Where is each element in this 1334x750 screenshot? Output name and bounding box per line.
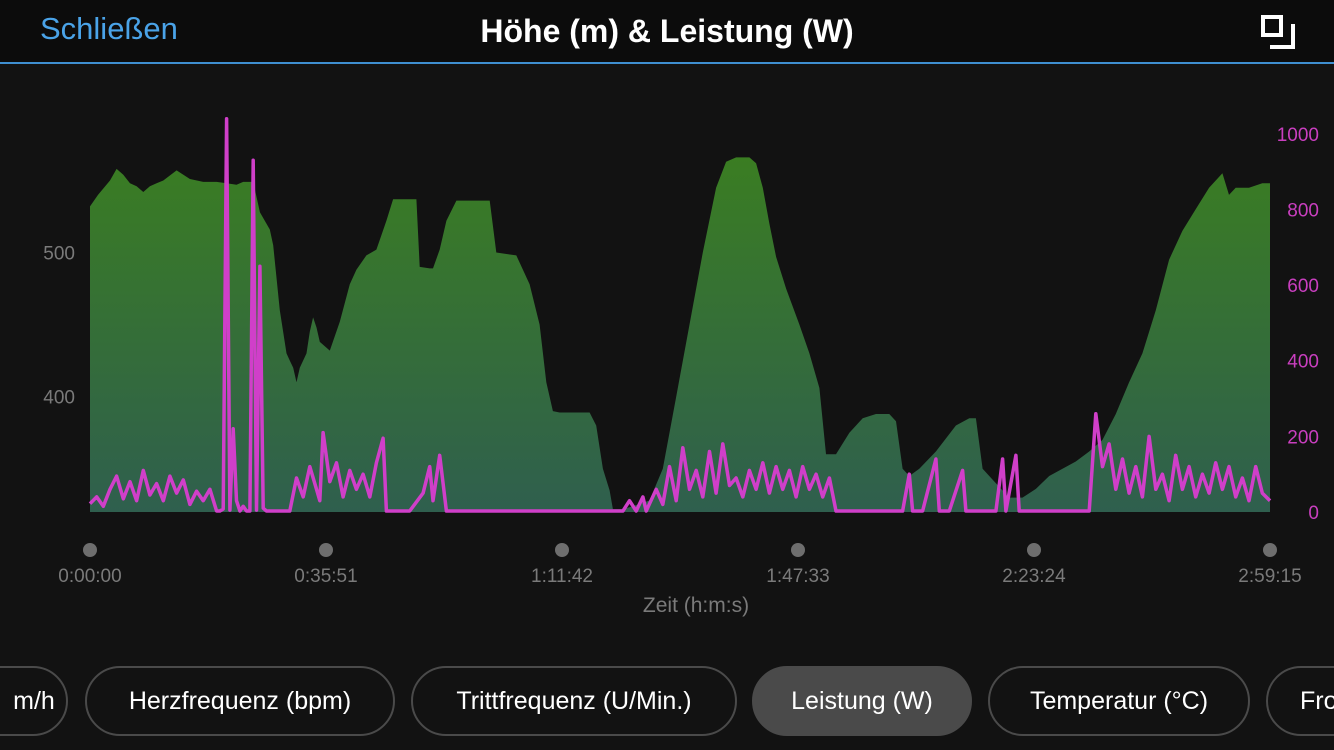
- right-axis-tick-label: 600: [1287, 276, 1319, 297]
- x-axis-tick-dot: [791, 543, 805, 557]
- tab-temperature[interactable]: Temperatur (°C): [988, 666, 1250, 736]
- left-axis-tick-label: 500: [43, 244, 75, 265]
- x-axis-tick-label: 0:00:00: [58, 566, 121, 587]
- x-axis-tick-label: 2:59:15: [1238, 566, 1301, 587]
- page-title: Höhe (m) & Leistung (W): [480, 13, 854, 49]
- top-bar: Schließen Höhe (m) & Leistung (W): [0, 0, 1334, 64]
- x-axis-tick-label: 1:11:42: [531, 566, 593, 587]
- power-line: [88, 116, 1272, 513]
- right-axis-tick-label: 200: [1287, 427, 1319, 448]
- right-axis-tick-label: 400: [1287, 352, 1319, 373]
- close-button[interactable]: Schließen: [40, 11, 178, 46]
- elevation-power-chart: 400 500 0 200 400 600 800 1000 0:00:00 0:35:51 1…: [43, 116, 1319, 617]
- right-axis-tick-label: 0: [1308, 503, 1319, 524]
- right-axis-tick-label: 800: [1287, 200, 1319, 221]
- right-axis-tick-label: 1000: [1277, 125, 1319, 146]
- x-axis-tick-dot: [319, 543, 333, 557]
- tab-cadence[interactable]: Trittfrequenz (U/Min.): [411, 666, 737, 736]
- x-axis-label: Zeit (h:m:s): [643, 594, 749, 617]
- x-axis-tick-dot: [555, 543, 569, 557]
- x-axis-tick-label: 2:23:24: [1002, 566, 1066, 587]
- x-axis-tick-label: 1:47:33: [766, 566, 829, 587]
- x-axis-tick-dot: [83, 543, 97, 557]
- tab-heart-rate[interactable]: Herzfrequenz (bpm): [85, 666, 395, 736]
- x-axis-tick-label: 0:35:51: [294, 566, 357, 587]
- left-axis-tick-label: 400: [43, 388, 75, 409]
- tab-power[interactable]: Leistung (W): [752, 666, 972, 736]
- tab-front-gear[interactable]: Fro: [1266, 666, 1334, 736]
- x-axis-tick-dot: [1027, 543, 1041, 557]
- metric-tabs: m/h Herzfrequenz (bpm) Trittfrequenz (U/…: [0, 666, 1334, 738]
- elevation-area: [90, 157, 1270, 512]
- expand-icon[interactable]: [1260, 14, 1296, 50]
- tab-speed[interactable]: m/h: [0, 666, 68, 736]
- x-axis-tick-dot: [1263, 543, 1277, 557]
